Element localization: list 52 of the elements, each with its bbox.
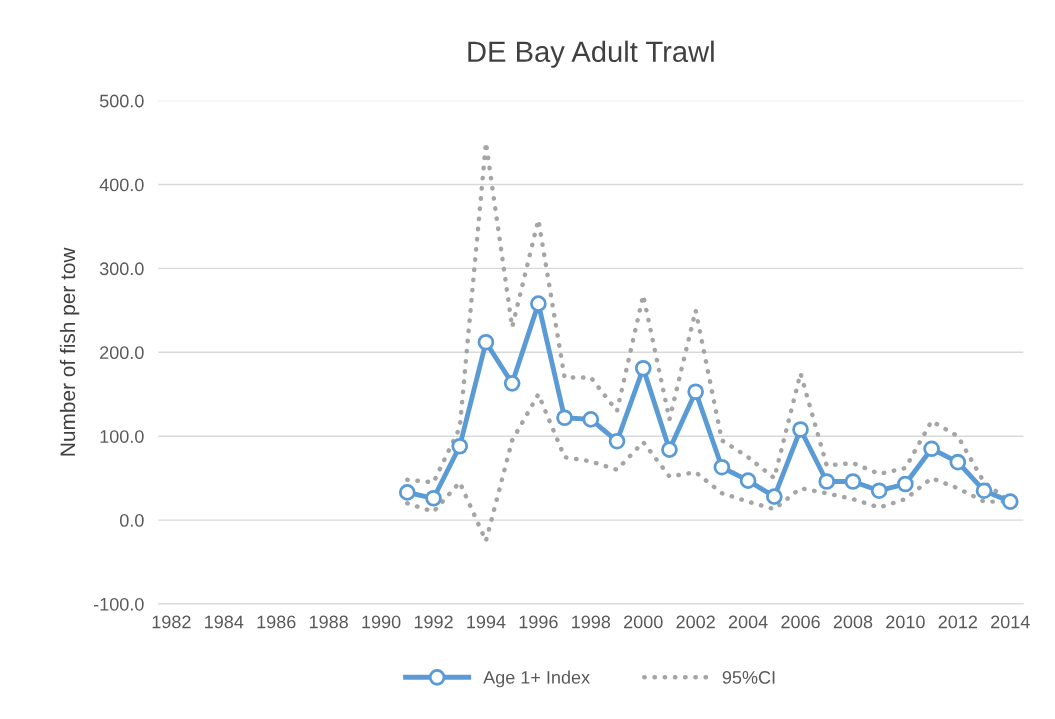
point — [949, 453, 967, 471]
x-tick-label: 1998 — [572, 615, 611, 629]
x-tick-label: 2012 — [938, 615, 977, 629]
point — [818, 473, 836, 490]
point — [451, 437, 469, 455]
y-tick-label: 300.0 — [99, 262, 144, 276]
x-tick-label: 2010 — [886, 615, 925, 629]
x-tick-label: 2002 — [676, 615, 715, 629]
y-tick-label: 500.0 — [99, 94, 144, 108]
point — [870, 482, 888, 500]
point — [844, 473, 862, 490]
y-tick-label: -100.0 — [93, 597, 144, 611]
point — [713, 458, 731, 476]
x-tick-label: 1992 — [414, 615, 453, 629]
point — [765, 488, 783, 505]
point — [1001, 493, 1019, 510]
point — [477, 333, 495, 351]
y-tick-label: 200.0 — [100, 346, 144, 360]
y-tick-label: 400.0 — [99, 178, 144, 192]
x-tick-label: 1994 — [467, 615, 506, 629]
point — [687, 383, 704, 401]
x-tick-label: 2004 — [728, 615, 768, 629]
x-tick-label: 2014 — [991, 615, 1030, 629]
point — [923, 440, 940, 458]
y-tick-label: 100.0 — [100, 430, 144, 443]
x-tick-label: 2008 — [833, 615, 873, 629]
point — [608, 432, 626, 450]
point — [398, 484, 416, 501]
point — [792, 421, 809, 438]
chart-title: DE Bay Adult Trawl — [468, 40, 714, 68]
x-tick-label: 1982 — [152, 615, 191, 629]
x-tick-label: 2006 — [781, 615, 820, 629]
y-tick-label: 0.0 — [119, 514, 144, 527]
point — [661, 441, 678, 458]
point — [897, 475, 914, 493]
point — [503, 375, 521, 392]
x-tick-label: 1988 — [309, 615, 348, 629]
x-tick-label: 1990 — [362, 615, 401, 629]
y-axis-title: Number of fish per tow — [59, 247, 80, 456]
point — [739, 472, 757, 489]
x-tick-label: 1996 — [519, 615, 558, 629]
point — [975, 482, 993, 500]
point — [425, 489, 442, 507]
point — [530, 295, 547, 312]
x-tick-label: 1986 — [257, 615, 296, 629]
point — [634, 359, 652, 377]
x-tick-label: 1984 — [205, 615, 244, 629]
point — [582, 411, 600, 428]
x-tick-label: 2000 — [624, 615, 663, 629]
point — [556, 409, 573, 427]
legend-label: 95%CI — [722, 671, 775, 684]
legend-label: Age 1+ Index — [483, 670, 590, 688]
